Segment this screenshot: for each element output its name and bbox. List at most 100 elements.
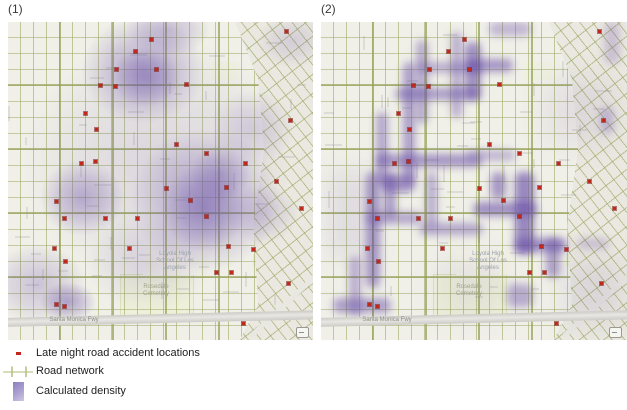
density-blob	[81, 22, 205, 124]
accident-marker	[287, 282, 290, 285]
legend-label-accidents: Late night road accident locations	[36, 347, 200, 359]
street-name-smudge	[439, 242, 448, 244]
street-name-smudge	[579, 125, 581, 135]
street-name-smudge	[174, 93, 182, 95]
accident-marker	[376, 305, 379, 308]
accident-marker	[602, 119, 605, 122]
accident-marker	[134, 50, 137, 53]
accident-marker	[128, 247, 131, 250]
street-name-smudge	[457, 145, 468, 147]
map-place-label: Rosedale Cemetery	[142, 284, 169, 297]
street-name-smudge	[205, 91, 207, 100]
density-road-segment	[419, 223, 483, 235]
accident-marker	[441, 247, 444, 250]
density-road-segment	[577, 238, 609, 249]
street-name-smudge	[447, 191, 463, 193]
street-name-smudge	[87, 205, 99, 207]
street-name-smudge	[572, 129, 587, 131]
accident-marker	[613, 207, 616, 210]
density-blob	[190, 146, 250, 202]
legend-row-density: Calculated density	[0, 381, 126, 401]
street-name-smudge	[203, 299, 219, 301]
street-name-smudge	[177, 288, 189, 290]
accident-marker	[417, 217, 420, 220]
density-road-segment	[507, 284, 533, 307]
street-name-smudge	[478, 226, 480, 243]
street-name-smudge	[175, 199, 191, 201]
accident-marker	[225, 186, 228, 189]
street-name-smudge	[15, 236, 30, 238]
map-place-label: Loyola High School Of Los Angeles	[156, 251, 194, 271]
accident-marker	[289, 119, 292, 122]
accident-marker	[95, 128, 98, 131]
accident-marker	[275, 180, 278, 183]
street-name-smudge	[462, 122, 475, 124]
density-road-segment	[467, 150, 515, 161]
legend-label-road-network: Road network	[36, 365, 104, 377]
accident-marker	[502, 199, 505, 202]
street-name-smudge	[520, 111, 532, 113]
density-road-segment	[491, 172, 506, 199]
accident-marker	[99, 84, 102, 87]
density-road-segment	[441, 262, 501, 312]
accident-marker	[393, 162, 396, 165]
street-name-smudge	[595, 90, 612, 92]
street-name-smudge	[25, 284, 39, 286]
street-name-smudge	[177, 217, 186, 219]
accident-marker	[63, 305, 66, 308]
accident-marker	[366, 247, 369, 250]
accident-marker	[538, 186, 541, 189]
accident-marker	[600, 282, 603, 285]
accident-marker	[427, 85, 430, 88]
density-road-segment	[376, 154, 482, 167]
street-name-smudge	[233, 173, 235, 190]
accident-point-icon	[15, 351, 21, 355]
accident-marker	[543, 271, 546, 274]
street-name-smudge	[278, 156, 295, 158]
accident-marker	[230, 271, 233, 274]
density-road-segment	[467, 59, 513, 72]
street-name-smudge	[593, 108, 604, 110]
accident-marker	[115, 68, 118, 71]
street-name-smudge	[328, 191, 330, 208]
panel-2-label: (2)	[321, 2, 336, 16]
accident-marker	[488, 143, 491, 146]
street-name-smudge	[94, 259, 105, 261]
accident-marker	[368, 200, 371, 203]
accident-marker	[528, 271, 531, 274]
density-blob	[40, 160, 124, 236]
density-blob	[210, 90, 294, 166]
street-name-smudge	[392, 192, 409, 194]
density-blob	[112, 47, 180, 107]
street-name-smudge	[25, 137, 27, 145]
accident-marker	[377, 260, 380, 263]
map-attribution-icon	[609, 327, 622, 338]
accident-marker	[55, 200, 58, 203]
street-name-smudge	[90, 77, 104, 79]
street-name-smudge	[561, 194, 576, 196]
density-road-segment	[416, 40, 428, 124]
accident-marker	[463, 38, 466, 41]
accident-marker	[94, 160, 97, 163]
accident-marker	[588, 180, 591, 183]
street-name-smudge	[274, 295, 276, 305]
accident-marker	[408, 128, 411, 131]
accident-marker	[215, 271, 218, 274]
density-road-segment	[366, 212, 422, 224]
accident-marker	[244, 162, 247, 165]
street-name-smudge	[470, 121, 482, 123]
street-name-smudge	[8, 106, 10, 121]
density-road-segment	[426, 172, 437, 228]
street-name-smudge	[324, 112, 334, 114]
street-name-smudge	[223, 291, 239, 293]
density-blob	[162, 164, 246, 252]
street-name-smudge	[80, 166, 82, 177]
street-name-smudge	[160, 158, 170, 160]
accident-marker	[565, 248, 568, 251]
street-name-smudge	[110, 237, 112, 250]
street-name-smudge	[533, 83, 535, 96]
density-road-segment	[331, 172, 373, 256]
accident-marker	[205, 152, 208, 155]
accident-marker	[540, 245, 543, 248]
density-blob	[23, 37, 293, 287]
